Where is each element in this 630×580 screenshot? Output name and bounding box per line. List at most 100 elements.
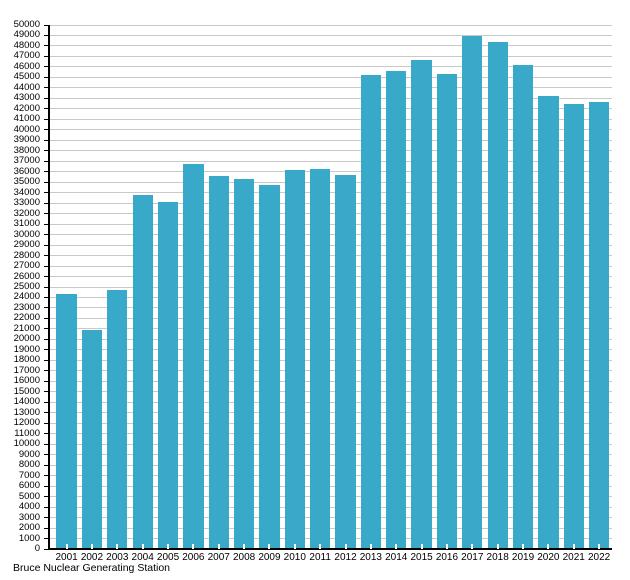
y-axis-tick [43, 34, 49, 36]
gridline [49, 485, 612, 487]
y-axis-tick [43, 45, 49, 47]
bar-2017 [462, 35, 483, 549]
y-axis-tick [43, 328, 49, 330]
y-axis-tick-label: 21000 [13, 322, 40, 334]
y-axis-tick-label: 34000 [13, 186, 40, 198]
x-axis-tick-label: 2004 [131, 551, 154, 563]
gridline [49, 496, 612, 498]
gridline [49, 87, 612, 89]
y-axis-tick-label: 38000 [13, 144, 40, 156]
x-axis-inner-tick [522, 544, 525, 549]
gridline [49, 171, 612, 173]
x-axis-line [48, 548, 612, 550]
gridline [49, 108, 612, 110]
y-axis-tick [43, 527, 49, 529]
x-axis-inner-tick [369, 544, 372, 549]
y-axis-tick-label: 31000 [13, 218, 40, 230]
y-axis-tick-label: 15000 [13, 385, 40, 397]
y-axis-tick-label: 8000 [18, 459, 40, 471]
y-axis-tick [43, 307, 49, 309]
gridline [49, 349, 612, 351]
x-axis-tick-label: 2017 [461, 551, 484, 563]
y-axis-tick [43, 548, 49, 550]
y-axis-tick [43, 338, 49, 340]
y-axis-tick-label: 9000 [18, 448, 40, 460]
x-axis-tick-label: 2018 [486, 551, 509, 563]
y-axis-tick-label: 10000 [13, 438, 40, 450]
gridline [49, 538, 612, 540]
y-axis-tick [43, 160, 49, 162]
gridline [49, 296, 612, 298]
y-axis-tick-label: 49000 [13, 29, 40, 41]
y-axis-tick [43, 412, 49, 414]
gridline [49, 359, 612, 361]
x-axis-tick-label: 2011 [309, 551, 331, 563]
gridline [49, 307, 612, 309]
gridline [49, 192, 612, 194]
y-axis-tick-label: 46000 [13, 60, 40, 72]
bar-2007 [208, 175, 229, 549]
y-axis-tick [43, 391, 49, 393]
y-axis-tick [43, 359, 49, 361]
gridline [49, 317, 612, 319]
gridline [49, 443, 612, 445]
y-axis-tick [43, 538, 49, 540]
x-axis-tick-label: 2008 [232, 551, 256, 563]
gridline [49, 139, 612, 141]
bar-2022 [588, 101, 610, 549]
y-axis-tick [43, 181, 49, 183]
x-axis-tick-label: 2009 [258, 551, 281, 563]
gridline [49, 66, 612, 68]
gridline [49, 255, 612, 257]
y-axis-tick [43, 213, 49, 215]
y-axis-tick-label: 13000 [13, 406, 40, 418]
x-axis-inner-tick [293, 544, 296, 549]
bar-2015 [411, 60, 432, 549]
y-axis-tick-label: 27000 [13, 260, 40, 272]
x-axis-tick-label: 2010 [283, 551, 306, 563]
y-axis-tick [43, 139, 49, 141]
y-axis-tick [43, 286, 49, 288]
y-axis-tick [43, 223, 49, 225]
bar-2013 [360, 74, 382, 549]
gridline [49, 328, 612, 330]
y-axis-tick [43, 485, 49, 487]
x-axis-inner-tick [547, 544, 550, 549]
y-axis-tick-label: 22000 [13, 312, 40, 324]
gridline [49, 380, 612, 382]
bar-2021 [563, 104, 584, 549]
y-axis-tick-label: 30000 [13, 228, 40, 240]
x-axis-tick-label: 2013 [359, 551, 382, 563]
x-axis-tick-label: 2021 [562, 551, 585, 563]
x-axis-tick-label: 2015 [410, 551, 433, 563]
y-axis-tick-label: 35000 [13, 176, 40, 188]
gridline [49, 265, 612, 267]
y-axis-tick [43, 66, 49, 68]
x-axis-inner-tick [471, 544, 474, 549]
gridline [49, 517, 612, 519]
y-axis-tick-label: 25000 [13, 281, 40, 292]
y-axis-tick [43, 433, 49, 435]
gridline [49, 391, 612, 393]
bar-2014 [386, 70, 407, 549]
bar-2006 [183, 164, 204, 549]
gridline [49, 475, 612, 477]
gridline [49, 338, 612, 340]
gridline [49, 150, 612, 152]
gridline [49, 401, 612, 403]
y-axis-tick [43, 87, 49, 89]
y-axis-tick-label: 28000 [13, 249, 40, 261]
x-axis-inner-tick [167, 544, 170, 549]
x-axis-inner-tick [496, 544, 499, 549]
chart-caption: Bruce Nuclear Generating Station [13, 562, 171, 574]
y-axis-tick-label: 48000 [13, 39, 40, 51]
y-axis-tick [43, 370, 49, 372]
x-axis-tick-label: 2002 [80, 551, 104, 563]
x-axis-tick-label: 2022 [587, 551, 611, 563]
y-axis-tick-label: 4000 [18, 501, 40, 513]
x-axis-inner-tick [445, 544, 448, 549]
bar-2010 [284, 170, 305, 549]
gridline [49, 202, 612, 204]
y-axis-tick [43, 276, 49, 278]
